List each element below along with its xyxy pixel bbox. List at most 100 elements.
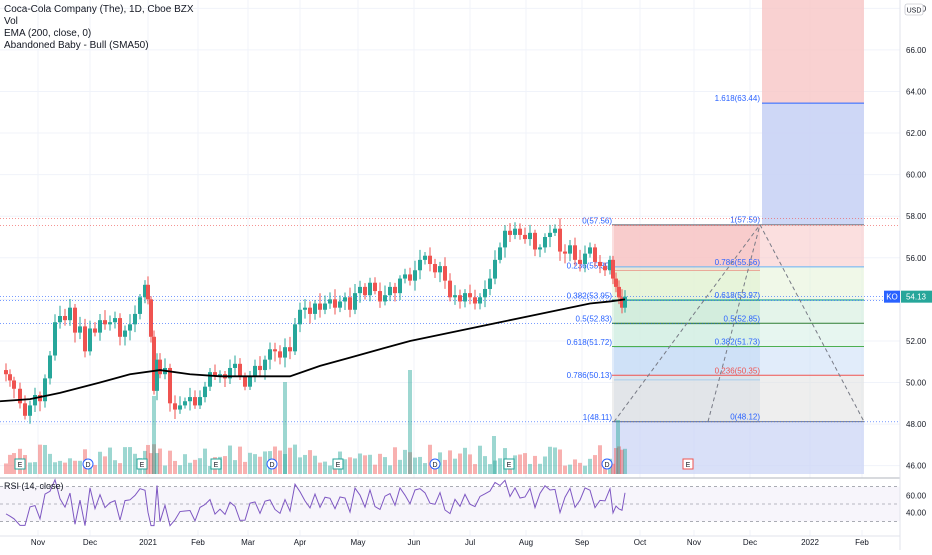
time-tick-label: Jun — [408, 538, 421, 547]
candle-body — [553, 228, 557, 233]
fib-trend-line — [707, 224, 761, 422]
candle-body — [408, 274, 412, 281]
volume-bar — [108, 447, 112, 474]
candle-body — [448, 280, 452, 298]
candle-body — [498, 247, 502, 260]
volume-bar — [223, 456, 227, 474]
time-tick-label: Oct — [634, 538, 647, 547]
candle-body — [378, 291, 382, 302]
candle-body — [583, 253, 587, 265]
candle-body — [48, 355, 52, 379]
last-price-badge — [901, 290, 932, 303]
volume-bar — [313, 455, 317, 474]
volume-bar — [258, 456, 262, 474]
pattern-indicator-label[interactable]: Abandoned Baby - Bull (SMA50) — [4, 40, 149, 51]
volume-bar — [152, 444, 156, 474]
volume-bar — [303, 454, 307, 474]
fib-right-level-label: 1.618(63.44) — [715, 94, 761, 103]
fib-right-level-label: 0.786(55.56) — [715, 258, 761, 267]
candle-body — [318, 303, 322, 310]
candle-body — [68, 307, 72, 321]
candle-body — [128, 324, 132, 331]
volume-bar — [283, 382, 287, 474]
time-tick-label: Sep — [575, 538, 590, 547]
volume-bar — [293, 444, 297, 474]
event-marker-label: E — [214, 462, 219, 469]
volume-bar — [614, 448, 618, 474]
candle-body — [103, 320, 107, 325]
volume-bar — [253, 454, 257, 474]
volume-bar — [113, 460, 117, 474]
candle-body — [423, 255, 427, 260]
fib-left-level-label: 0.786(50.13) — [567, 371, 613, 380]
symbol-title[interactable]: Coca-Cola Company (The), 1D, Cboe BZX — [4, 4, 194, 15]
candle-body — [338, 301, 342, 308]
volume-bar — [238, 446, 242, 474]
fib-right-zone — [612, 224, 864, 267]
volume-bar — [308, 450, 312, 474]
candle-body — [573, 245, 577, 260]
fib-left-level-label: 0.5(52.83) — [576, 315, 613, 324]
candle-body — [363, 286, 367, 296]
candle-body — [138, 297, 142, 314]
fib-left-level-label: 1(48.11) — [583, 413, 613, 422]
time-tick-label: Feb — [855, 538, 869, 547]
volume-bar — [558, 449, 562, 474]
time-tick-label: Nov — [31, 538, 45, 547]
volume-bar — [118, 463, 122, 474]
volume-bar — [155, 453, 159, 474]
volume-bar — [188, 462, 192, 474]
candle-body — [33, 395, 37, 406]
candle-body — [578, 259, 582, 265]
candle-body — [353, 293, 357, 310]
candle-body — [508, 230, 512, 235]
volume-bar — [563, 465, 567, 474]
event-marker-label: D — [269, 462, 274, 469]
candle-body — [333, 299, 337, 308]
candle-body — [614, 278, 618, 287]
candle-body — [303, 307, 307, 310]
fib-right-zone-ext — [762, 103, 864, 225]
candle-body — [298, 309, 302, 325]
time-tick-label: Feb — [191, 538, 205, 547]
candle-body — [203, 386, 207, 398]
volume-bar — [208, 465, 212, 474]
candle-body — [368, 282, 372, 296]
candle-body — [278, 351, 282, 358]
ema-line — [0, 298, 626, 403]
volume-indicator-label[interactable]: Vol — [4, 16, 18, 27]
candle-body — [198, 397, 202, 406]
volume-bar — [43, 444, 47, 474]
dividend-marker — [429, 458, 441, 470]
ticker-badge — [884, 290, 900, 303]
rsi-tick-label: 40.00 — [906, 509, 927, 518]
fib-right-zone-bottom — [612, 421, 864, 474]
candle-body — [528, 232, 532, 240]
price-tick-label: 66.00 — [906, 46, 927, 55]
candle-body — [358, 286, 362, 294]
candle-body — [213, 372, 217, 377]
last-price-label: 54.13 — [906, 293, 927, 302]
candle-body — [28, 405, 32, 416]
candle-body — [8, 374, 12, 381]
candle-body — [273, 349, 277, 352]
volume-bar — [583, 465, 587, 474]
candle-body — [308, 307, 312, 314]
candle-body — [438, 266, 442, 273]
event-marker-label: D — [85, 462, 90, 469]
price-tick-label: 62.00 — [906, 129, 927, 138]
volume-bar — [298, 457, 302, 474]
fib-right-zone — [612, 266, 864, 300]
volume-bar — [248, 452, 252, 474]
price-tick-label: 56.00 — [906, 254, 927, 263]
volume-bar — [492, 436, 496, 474]
ema-indicator-label[interactable]: EMA (200, close, 0) — [4, 28, 92, 39]
event-marker-label: D — [604, 462, 609, 469]
candle-body — [313, 303, 317, 314]
volume-bar — [4, 463, 8, 474]
volume-bar — [333, 465, 337, 474]
fib-left-level-label: 0(57.56) — [582, 216, 612, 225]
time-tick-label: Dec — [743, 538, 757, 547]
